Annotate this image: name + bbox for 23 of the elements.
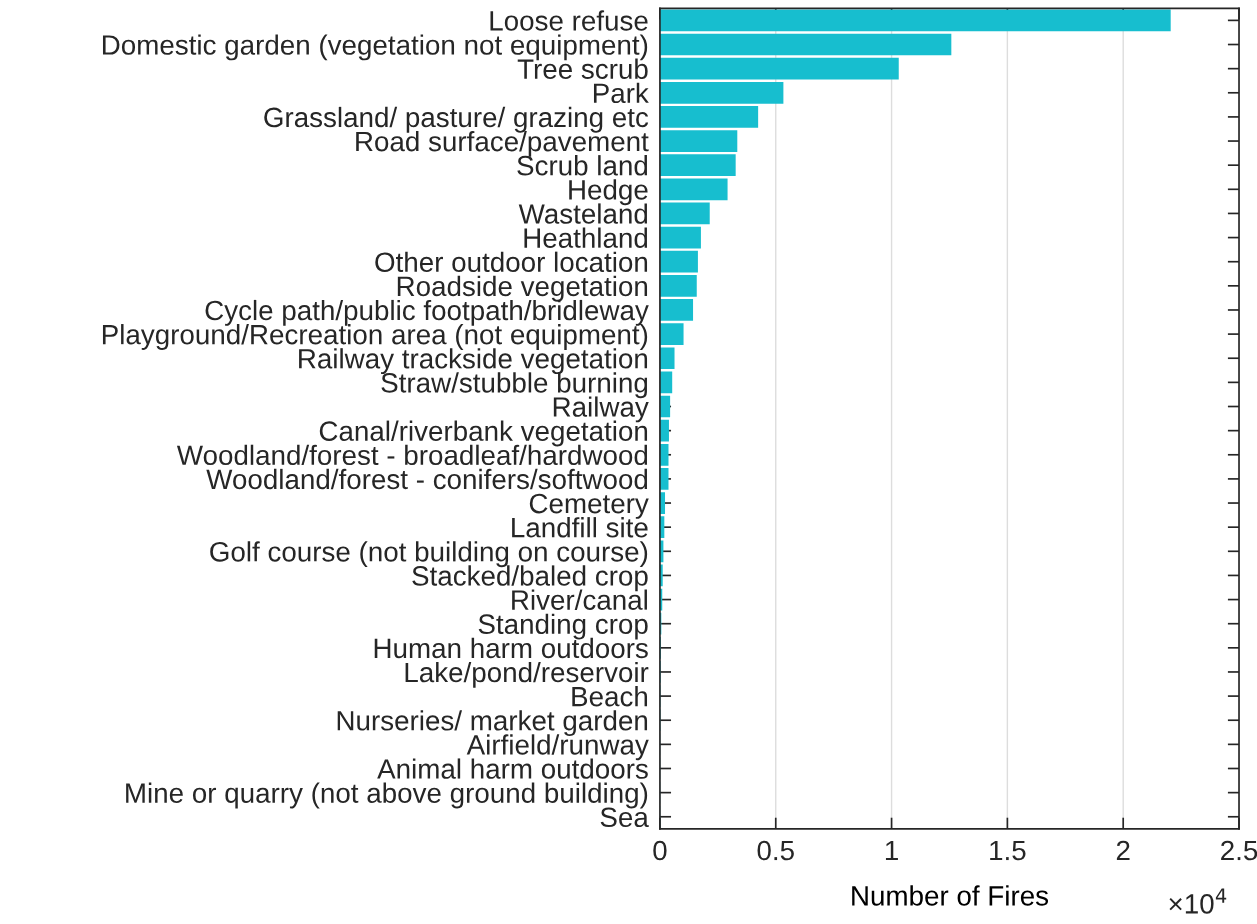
y-tick-label: Scrub land <box>517 155 648 176</box>
y-tick-label: Loose refuse <box>490 10 648 31</box>
text: ×10$^{4}$ <box>1169 888 1227 914</box>
y-tick-label: Woodland/forest - conifers/softwood <box>206 468 648 490</box>
x-tick-label: 2 <box>1116 840 1130 861</box>
x-tick-label: 0 <box>653 840 667 861</box>
y-tick-label: Cemetery <box>529 493 649 519</box>
y-tick-label: Cycle path/public footpath/bridleway <box>205 299 649 326</box>
x-axis-title: Number of Fires <box>852 885 1049 906</box>
y-tick-label: Mine or quarry (not above ground building) <box>126 782 648 809</box>
y-tick-label: Heathland <box>524 227 648 248</box>
y-tick-label: Sea <box>600 807 649 828</box>
x-tick-label: 1 <box>885 840 898 861</box>
x-tick-label: 0.5 <box>757 840 794 861</box>
y-tick-label: Landfill site <box>512 517 648 538</box>
x-tick-label: 2.5 <box>1221 840 1257 861</box>
y-tick-label: Grassland/ pasture/ grazing etc <box>264 106 649 133</box>
y-tick-label: Park <box>593 82 649 104</box>
y-tick-label: Beach <box>572 686 648 707</box>
y-tick-label: Road surface/pavement <box>356 130 649 157</box>
x-tick-label: 1.5 <box>990 840 1026 861</box>
y-tick-label: Other outdoor location <box>375 251 648 273</box>
y-tick-label: Lake/pond/reservoir <box>405 661 649 688</box>
